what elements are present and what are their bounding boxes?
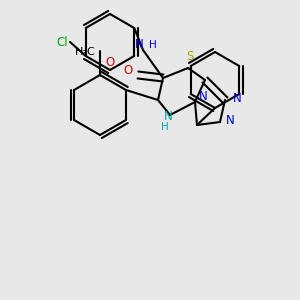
Text: S: S	[186, 50, 194, 62]
Text: O: O	[123, 64, 133, 77]
Text: Cl: Cl	[56, 35, 68, 49]
Text: N: N	[135, 38, 143, 52]
Text: O: O	[105, 56, 115, 70]
Text: N: N	[232, 92, 242, 104]
Text: H: H	[149, 40, 157, 50]
Text: H: H	[161, 122, 169, 132]
Text: H₃C: H₃C	[75, 47, 96, 57]
Text: N: N	[199, 91, 207, 103]
Text: N: N	[164, 110, 172, 124]
Text: N: N	[226, 113, 234, 127]
